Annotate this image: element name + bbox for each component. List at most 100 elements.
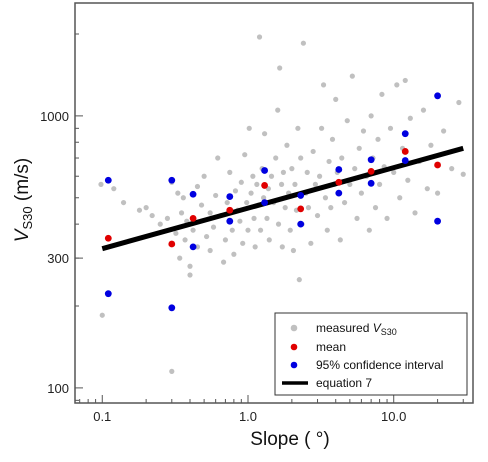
measured-point xyxy=(282,205,288,211)
measured-point xyxy=(261,195,267,201)
measured-point xyxy=(284,142,290,148)
measured-point xyxy=(434,190,441,196)
measured-point xyxy=(164,215,171,221)
mean-point xyxy=(297,205,305,213)
x-tick-label: 1.0 xyxy=(239,409,257,424)
measured-point xyxy=(312,181,318,187)
measured-point xyxy=(379,91,385,97)
measured-point xyxy=(407,115,413,121)
measured-point xyxy=(169,368,175,374)
ci-point xyxy=(335,166,343,173)
measured-point xyxy=(424,186,430,192)
legend-marker-measured xyxy=(290,324,298,332)
measured-point xyxy=(240,240,246,246)
mean-point xyxy=(104,234,112,242)
measured-point xyxy=(224,199,230,206)
measured-point xyxy=(420,107,427,113)
measured-point xyxy=(360,128,367,134)
x-axis-title: Slope ( °) xyxy=(250,429,329,450)
measured-point xyxy=(329,136,336,142)
measured-point xyxy=(232,188,239,194)
legend-label-mean: mean xyxy=(316,340,346,354)
measured-point xyxy=(204,233,210,240)
measured-point xyxy=(180,195,186,201)
y-axis-title-unit: (m/s) xyxy=(12,158,33,207)
measured-point xyxy=(231,251,237,257)
mean-point xyxy=(367,168,375,175)
measured-point xyxy=(296,277,302,283)
measured-point xyxy=(372,205,379,211)
measured-point xyxy=(250,173,256,179)
measured-point xyxy=(305,205,312,211)
measured-point xyxy=(320,82,327,88)
measured-point xyxy=(177,255,183,261)
measured-point xyxy=(394,82,400,88)
measured-point xyxy=(254,181,260,187)
measured-point xyxy=(326,158,332,165)
ci-point xyxy=(297,220,305,228)
measured-point xyxy=(295,125,301,131)
mean-point xyxy=(335,178,343,186)
measured-point xyxy=(412,210,418,216)
measured-point xyxy=(210,224,217,230)
measured-point xyxy=(238,179,244,185)
ci-point xyxy=(168,176,176,184)
measured-point xyxy=(391,169,397,175)
y-tick-label: 1000 xyxy=(40,109,69,124)
measured-point xyxy=(98,181,104,187)
measured-point xyxy=(319,125,325,131)
y-axis-title: VS30 (m/s) xyxy=(12,158,35,242)
measured-point xyxy=(136,207,143,213)
measured-point xyxy=(215,155,221,161)
measured-point xyxy=(198,202,205,208)
measured-point xyxy=(207,210,213,216)
ci-point xyxy=(189,190,197,198)
plot-frame xyxy=(74,2,474,404)
measured-point xyxy=(292,181,298,187)
measured-point xyxy=(244,199,250,206)
ci-point xyxy=(401,130,409,138)
ci-point xyxy=(367,179,375,187)
measured-point xyxy=(460,171,466,177)
measured-point xyxy=(245,227,251,233)
measured-point xyxy=(349,73,355,79)
y-tick-label: 300 xyxy=(47,251,69,266)
ci-point xyxy=(104,290,112,298)
measured-point xyxy=(290,247,297,254)
measured-point xyxy=(328,205,334,211)
measured-point xyxy=(322,195,329,201)
measured-point xyxy=(173,230,179,236)
measured-point xyxy=(278,181,285,187)
measured-point xyxy=(201,173,207,179)
mean-point xyxy=(168,240,176,248)
measured-point xyxy=(246,125,252,131)
measured-point xyxy=(213,192,219,199)
legend-marker-ci xyxy=(290,361,298,369)
mean-point xyxy=(434,161,441,169)
ci-point xyxy=(168,304,176,312)
measured-point xyxy=(384,215,390,221)
measured-point xyxy=(314,212,321,219)
mean-points xyxy=(104,148,441,248)
measured-point xyxy=(347,181,353,187)
measured-point xyxy=(375,136,381,142)
ci-points xyxy=(104,92,441,312)
measured-point xyxy=(366,227,372,233)
measured-point xyxy=(252,244,258,250)
measured-point xyxy=(287,227,293,233)
measured-point xyxy=(316,173,323,179)
measured-point xyxy=(182,237,188,243)
ci-point xyxy=(226,217,234,225)
measured-point xyxy=(143,205,149,211)
measured-point xyxy=(344,118,350,124)
measured-point xyxy=(175,190,181,196)
legend-label-equation: equation 7 xyxy=(316,376,372,390)
measured-point xyxy=(194,183,201,190)
measured-point xyxy=(111,186,117,192)
measured-point xyxy=(257,227,264,233)
y-axis-title-var: V xyxy=(12,227,33,242)
measured-point xyxy=(456,99,462,106)
measured-point xyxy=(339,155,345,161)
measured-point xyxy=(229,227,235,233)
